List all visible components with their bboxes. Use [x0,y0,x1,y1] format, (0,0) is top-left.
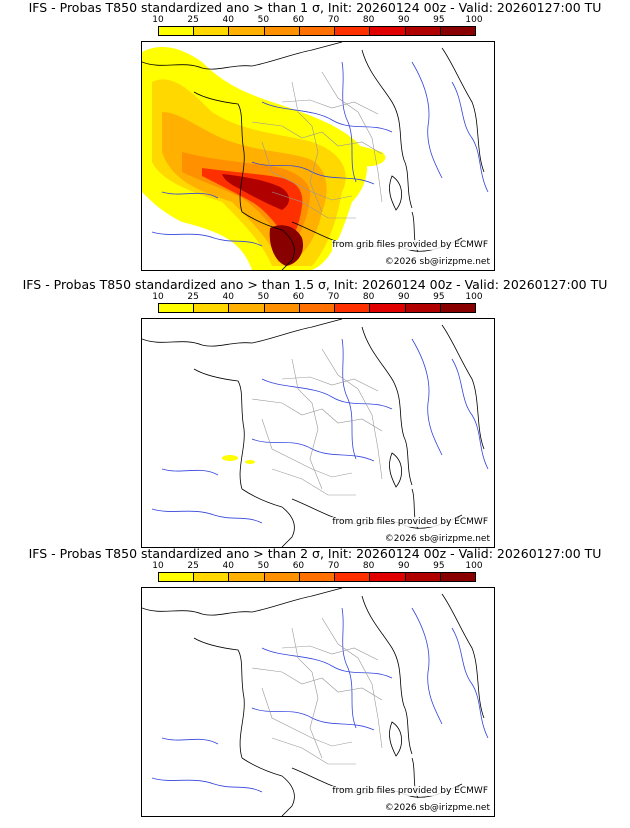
copyright: ©2026 sb@irizpme.net [384,803,490,813]
probability-field [142,47,386,270]
legend-tick-label: 90 [398,292,410,302]
chart-title: IFS - Probas T850 standardized ano > tha… [22,277,608,292]
prob-area-10 [245,460,255,464]
prob-area-90 [222,174,290,210]
legend-color-swatch [370,304,406,312]
legend-tick-label: 40 [222,292,234,302]
chart-title: IFS - Probas T850 standardized ano > tha… [28,546,602,561]
legend-color-swatch [440,304,475,312]
legend-labels: 10 25 40 50 60 70 80 90 95 100 [152,292,482,303]
legend-colorbar [158,303,476,313]
legend-color-swatch [264,573,300,581]
legend-color-swatch [335,27,371,35]
legend-tick-label: 100 [465,15,483,25]
legend-tick-label: 10 [152,561,164,571]
legend-tick-label: 70 [327,561,340,571]
legend-color-swatch [335,304,371,312]
legend-color-swatch [299,573,336,581]
legend-color-swatch [229,573,265,581]
legend-tick-label: 60 [292,292,305,302]
legend-colorbar [158,572,476,582]
legend-color-swatch [194,304,230,312]
legend-color-swatch [194,573,230,581]
legend-tick-label: 100 [465,292,483,302]
legend-colorbar [158,26,476,36]
legend-tick-label: 80 [362,561,375,571]
legend-tick-label: 70 [327,292,340,302]
prob-area-95-south [269,225,304,266]
legend-tick-label: 95 [433,292,445,302]
map-svg [142,588,489,816]
data-credit: from grib files provided by ECMWF [332,786,488,796]
map-svg [142,319,489,547]
chart-title: IFS - Probas T850 standardized ano > tha… [28,0,602,15]
probability-map: from grib files provided by ECMWF ©2026 … [141,318,495,548]
legend-color-swatch [229,304,265,312]
legend-color-swatch [299,27,336,35]
probability-map: from grib files provided by ECMWF ©2026 … [141,587,495,817]
legend-labels: 10 25 40 50 60 70 80 90 95 100 [152,561,482,572]
legend-color-swatch [405,573,441,581]
legend-tick-label: 25 [187,292,199,302]
legend-tick-label: 10 [152,292,164,302]
legend-tick-label: 60 [292,15,305,25]
legend-tick-label: 90 [398,561,410,571]
legend-color-swatch [405,27,441,35]
legend-tick-label: 25 [187,15,199,25]
legend-color-swatch [405,304,441,312]
legend-color-swatch [370,573,406,581]
chart-panel-1: IFS - Probas T850 standardized ano > tha… [0,0,630,271]
legend-tick-label: 70 [327,15,340,25]
legend-tick-label: 60 [292,561,305,571]
legend-color-swatch [370,27,406,35]
legend-tick-label: 80 [362,15,375,25]
copyright: ©2026 sb@irizpme.net [384,534,490,544]
legend-tick-label: 10 [152,15,164,25]
legend-tick-label: 95 [433,15,445,25]
legend-color-swatch [159,573,195,581]
legend-color-swatch [264,27,300,35]
legend-tick-label: 25 [187,561,199,571]
legend-tick-label: 40 [222,561,234,571]
legend-labels: 10 25 40 50 60 70 80 90 95 100 [152,15,482,26]
chart-panel-3: IFS - Probas T850 standardized ano > tha… [0,546,630,817]
legend-color-swatch [299,304,336,312]
probability-field [222,455,255,464]
legend-tick-label: 50 [257,15,270,25]
legend-tick-label: 40 [222,15,234,25]
legend-color-swatch [440,27,475,35]
legend-tick-label: 90 [398,15,410,25]
legend-color-swatch [159,27,195,35]
legend-color-swatch [159,304,195,312]
legend-color-swatch [194,27,230,35]
data-credit: from grib files provided by ECMWF [332,240,488,250]
copyright: ©2026 sb@irizpme.net [384,257,490,267]
map-svg [142,42,489,270]
legend-tick-label: 50 [257,292,270,302]
chart-panel-2: IFS - Probas T850 standardized ano > tha… [0,277,630,548]
legend-color-swatch [264,304,300,312]
legend-tick-label: 100 [465,561,483,571]
legend-color-swatch [229,27,265,35]
legend-tick-label: 50 [257,561,270,571]
legend-tick-label: 95 [433,561,445,571]
legend-color-swatch [440,573,475,581]
probability-map: from grib files provided by ECMWF ©2026 … [141,41,495,271]
legend-color-swatch [335,573,371,581]
data-credit: from grib files provided by ECMWF [332,517,488,527]
prob-area-10 [222,455,238,461]
legend-tick-label: 80 [362,292,375,302]
